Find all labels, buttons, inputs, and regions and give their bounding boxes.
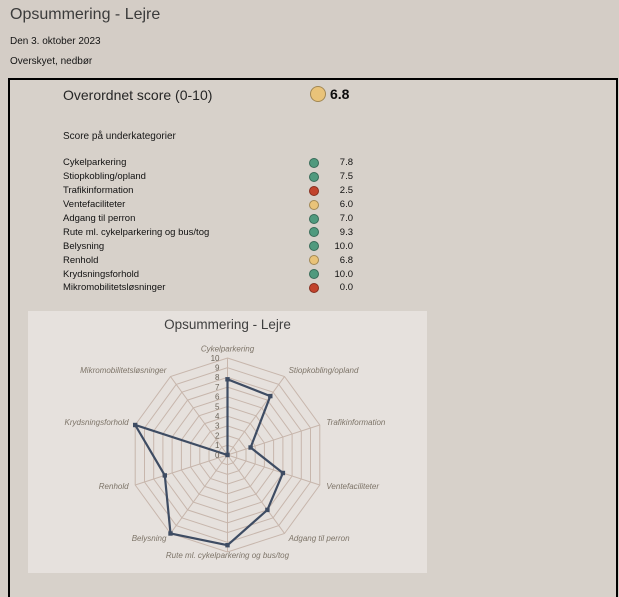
radar-marker [168,531,173,536]
status-dot-icon [309,269,319,280]
score-row: Krydsningsforhold 10.0 [63,267,353,281]
score-row: Stiopkobling/opland 7.5 [63,170,353,184]
score-row-label: Stiopkobling/opland [63,171,146,183]
overall-score-indicator-icon [310,86,326,102]
score-row-value: 2.5 [339,185,353,197]
radar-tick-label: 4 [215,412,220,421]
summary-panel: Overordnet score (0-10) 6.8 Score på und… [8,78,618,597]
score-row-label: Mikromobilitetsløsninger [63,282,166,294]
score-row-value: 9.3 [339,226,353,238]
score-row: Belysning 10.0 [63,239,353,253]
subscores-heading: Score på underkategorier [63,131,176,142]
score-row: Trafikinformation 2.5 [63,184,353,198]
overall-score-value: 6.8 [330,86,350,102]
radar-tick-label: 6 [215,393,220,402]
radar-tick-label: 3 [215,422,220,431]
status-dot-icon [309,157,319,168]
score-row-label: Krydsningsforhold [63,268,140,280]
radar-marker [225,377,230,382]
radar-marker [225,543,230,548]
radar-tick-label: 0 [215,451,220,460]
score-row-value: 7.8 [339,157,353,169]
radar-tick-label: 8 [215,373,220,382]
score-row-value: 6.8 [339,254,353,266]
score-row-value: 7.5 [339,171,353,183]
score-row-label: Ventefaciliteter [63,199,126,211]
radar-spoke [170,376,228,456]
overall-score-label: Overordnet score (0-10) [63,87,213,103]
radar-marker [280,470,286,476]
radar-marker [162,473,167,478]
radar-spoke [227,424,320,456]
score-row-value: 10.0 [334,240,354,252]
score-list: Cykelparkering 7.8 Stiopkobling/opland 7.5 T… [63,156,353,295]
score-row-value: 0.0 [339,282,353,294]
chart-title: Opsummering - Lejre [164,317,291,332]
report-date: Den 3. oktober 2023 [10,36,101,47]
radar-marker [268,393,273,399]
radar-marker [225,452,230,458]
radar-chart: 0 1 2 3 4 5 6 7 8 9 10 Cykelparkering Stiopkobling/… [28,311,427,573]
radar-tick-label: 7 [215,383,220,392]
weather-note: Overskyet, nedbør [10,56,93,67]
status-dot-icon [309,199,319,210]
score-row: Ventefaciliteter 6.0 [63,198,353,212]
score-row-label: Rute ml. cykelparkering og bus/tog [63,226,210,238]
radar-tick-label: 9 [215,364,220,373]
score-row-label: Trafikinformation [63,185,134,197]
score-row-value: 10.0 [334,268,354,280]
radar-tick-label: 5 [215,402,220,411]
radar-spoke [227,454,285,534]
status-dot-icon [309,185,319,196]
radar-marker [133,422,138,428]
score-row-label: Adgang til perron [63,213,136,224]
score-row: Mikromobilitetsløsninger 0.0 [63,281,353,295]
radar-spoke [227,376,285,456]
status-dot-icon [309,171,319,182]
score-row-label: Renhold [63,254,99,266]
radar-spoke [227,454,320,486]
score-row: Adgang til perron 7.0 [63,212,353,226]
radar-spoke [135,454,228,486]
radar-marker [265,507,270,513]
radar-tick-label: 2 [215,431,220,440]
score-row: Renhold 6.8 [63,253,353,267]
status-dot-icon [309,213,319,224]
score-row-value: 6.0 [339,199,353,211]
radar-tick-label: 1 [215,441,220,450]
score-row: Cykelparkering 7.8 [63,156,353,170]
radar-marker [248,445,253,450]
score-row-value: 7.0 [339,213,353,224]
status-dot-icon [309,282,319,293]
score-row-label: Cykelparkering [63,157,127,169]
status-dot-icon [309,255,319,266]
page-title: Opsummering - Lejre [10,6,161,23]
status-dot-icon [309,241,319,252]
radar-spoke [170,454,228,534]
radar-tick-label: 10 [211,354,220,363]
score-row: Rute ml. cykelparkering og bus/tog 9.3 [63,225,353,239]
status-dot-icon [309,227,319,238]
score-row-label: Belysning [63,240,105,252]
radar-series-line [132,377,285,547]
